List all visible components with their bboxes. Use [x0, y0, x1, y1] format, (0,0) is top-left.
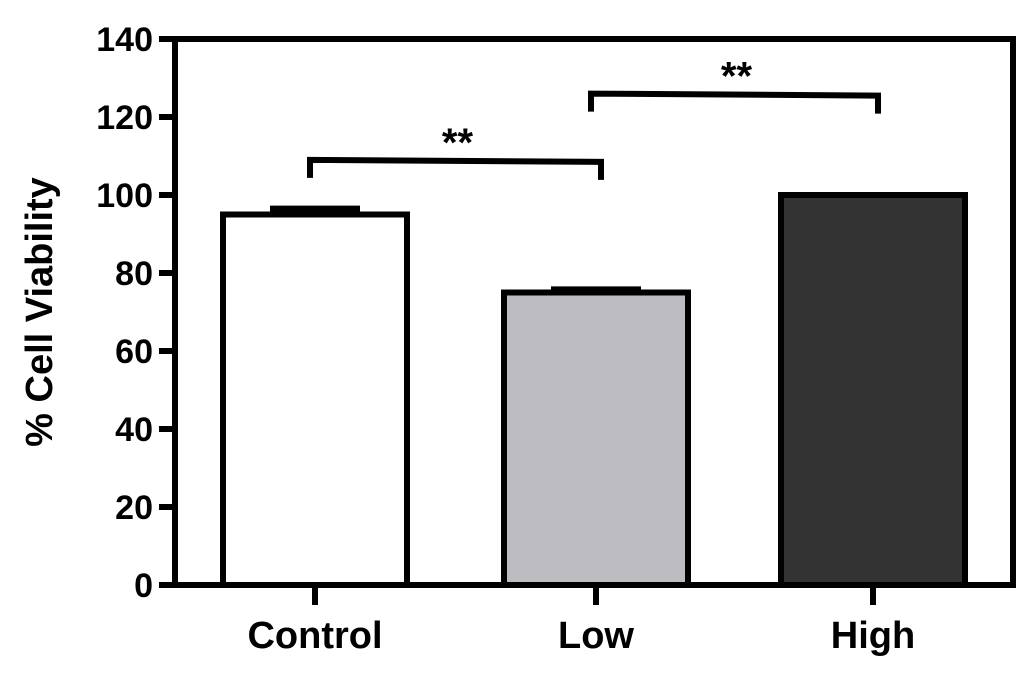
significance-label-1: ** [442, 121, 474, 165]
y-tick-label: 60 [115, 333, 153, 371]
significance-bracket-1 [307, 156, 604, 180]
y-axis-title: % Cell Viability [19, 177, 61, 447]
significance-bracket-2 [588, 90, 881, 114]
y-tick-label: 40 [115, 411, 153, 449]
bar-control [220, 211, 410, 588]
y-tick-label: 100 [96, 177, 153, 215]
x-tick-label-low: Low [558, 615, 634, 657]
significance-label-2: ** [721, 55, 753, 99]
x-tick-label-control: Control [247, 615, 382, 657]
y-tick-label: 120 [96, 99, 153, 137]
y-tick-label: 20 [115, 489, 153, 527]
y-tick-label: 0 [134, 567, 153, 605]
y-tick-label: 140 [96, 21, 153, 59]
y-tick-label: 80 [115, 255, 153, 293]
bar-low [501, 289, 691, 588]
bar-high [778, 192, 968, 588]
x-tick-label-high: High [831, 615, 915, 657]
